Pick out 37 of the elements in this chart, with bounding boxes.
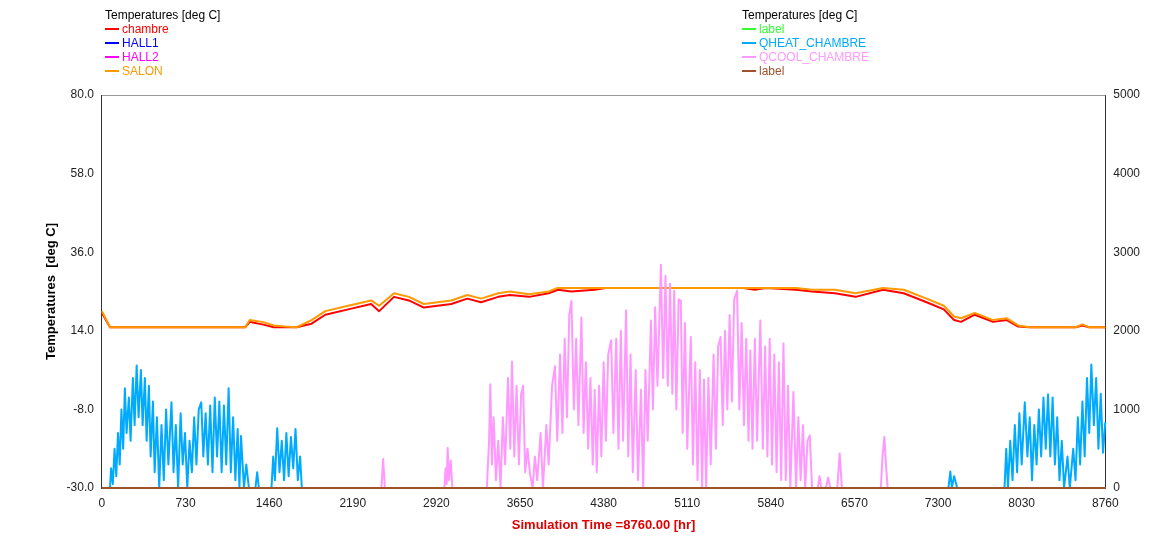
legend-label: HALL1 bbox=[122, 36, 159, 50]
x-axis-title: Simulation Time =8760.00 [hr] bbox=[511, 516, 696, 532]
y2-tick-label: 4000 bbox=[1113, 165, 1141, 180]
text: Temperatures [deg C] bbox=[742, 8, 858, 22]
x-tick-label: 8030 bbox=[1008, 495, 1036, 510]
x-tick-label: 730 bbox=[175, 495, 196, 510]
y2-tick-label: 0 bbox=[1113, 480, 1121, 495]
y2-tick-label: 3000 bbox=[1113, 244, 1141, 259]
y-tick-label: -30.0 bbox=[66, 480, 95, 495]
x-tick-label: 1460 bbox=[255, 495, 283, 510]
y2-tick-label: 1000 bbox=[1113, 401, 1141, 416]
y-tick-label: 58.0 bbox=[70, 165, 95, 180]
legend-label: chambre bbox=[122, 22, 169, 36]
legend-title: Temperatures [deg C] bbox=[105, 8, 221, 22]
legend-label: label bbox=[759, 22, 785, 36]
y-tick-label: 80.0 bbox=[70, 87, 95, 102]
legend-label: label bbox=[759, 64, 785, 78]
y-axis-title: Temperatures [deg C] bbox=[43, 222, 59, 361]
x-tick-label: 5840 bbox=[757, 495, 785, 510]
legend-label: SALON bbox=[122, 64, 163, 78]
x-tick-label: 0 bbox=[98, 495, 106, 510]
legend-label: HALL2 bbox=[122, 50, 159, 64]
y-tick-label: 14.0 bbox=[70, 323, 95, 338]
y-tick-label: -8.0 bbox=[73, 401, 95, 416]
x-tick-label: 6570 bbox=[841, 495, 869, 510]
x-tick-label: 7300 bbox=[924, 495, 952, 510]
x-tick-label: 2920 bbox=[423, 495, 451, 510]
y2-tick-label: 5000 bbox=[1113, 87, 1141, 102]
x-tick-label: 4380 bbox=[590, 495, 618, 510]
y-tick-label: 36.0 bbox=[70, 244, 95, 259]
x-tick-label: 5110 bbox=[674, 495, 701, 510]
x-tick-label: 8760 bbox=[1091, 495, 1119, 510]
x-tick-label: 2190 bbox=[339, 495, 367, 510]
x-tick-label: 3650 bbox=[506, 495, 534, 510]
y2-tick-label: 2000 bbox=[1113, 323, 1141, 338]
legend-label: QCOOL_CHAMBRE bbox=[759, 50, 870, 64]
legend-label: QHEAT_CHAMBRE bbox=[759, 36, 867, 50]
